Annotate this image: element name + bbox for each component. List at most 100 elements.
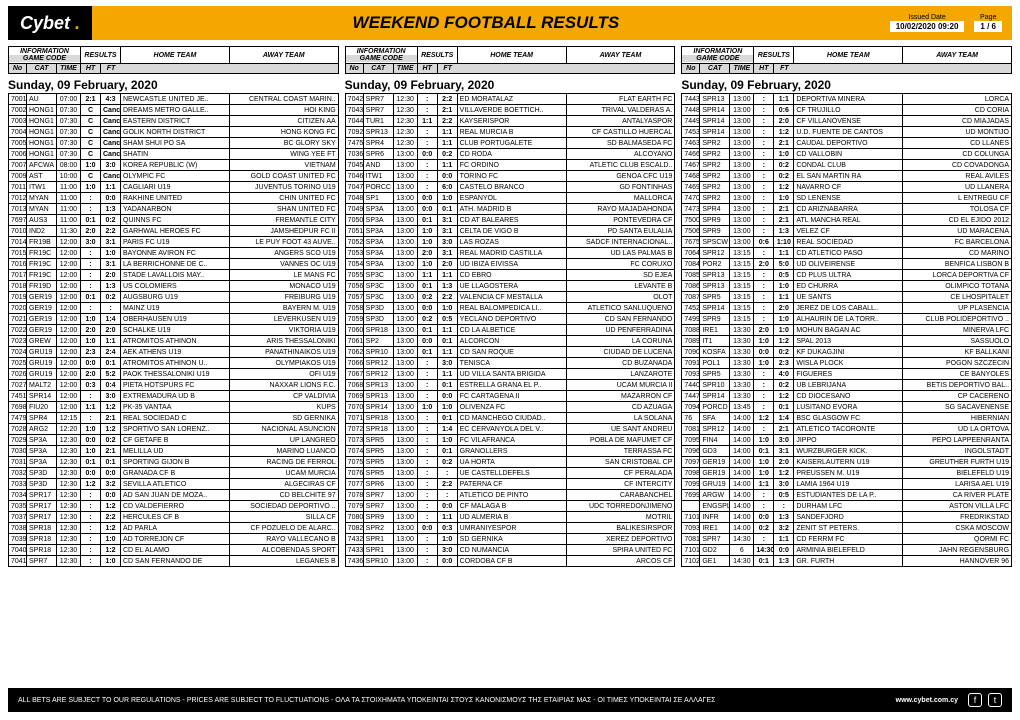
table-row: 7087SPR513:15:1:1UE SANTSCE LHOSPITALET — [682, 292, 1012, 303]
ch-info-lbl: INFORMATION — [682, 48, 753, 55]
table-row: 7093IRE114:000:23:2ZENIT ST PETERS.CSKA … — [682, 523, 1012, 534]
cell-ht: : — [81, 281, 101, 292]
table-row: 7025GRU1912:000:00:1ATROMITOS ATHINON U.… — [9, 358, 339, 369]
cell-home: SPORTING GIJON B — [121, 457, 230, 468]
cell-time: 13:00 — [730, 138, 754, 149]
cell-ht: C — [81, 105, 101, 116]
cell-time: 13:00 — [730, 193, 754, 204]
cell-no: 7084 — [682, 259, 700, 270]
cell-ht: 0:1 — [417, 325, 437, 336]
cell-ft: 0:1 — [774, 402, 794, 413]
cell-away: UD MONTIJO — [903, 127, 1012, 138]
cell-time: 13:00 — [393, 237, 417, 248]
cell-time: 13:15 — [730, 314, 754, 325]
cell-home: GRANADA CF B — [121, 468, 230, 479]
cell-cat: ITW1 — [27, 182, 57, 193]
cell-home: MAINZ U19 — [121, 303, 230, 314]
cell-cat: IT1 — [700, 336, 730, 347]
cell-time: 14:00 — [730, 457, 754, 468]
table-row: 7023GREW12:001:01:1ATROMITOS ATHINONARIS… — [9, 336, 339, 347]
cell-away: SD EJEA — [566, 270, 675, 281]
cell-cat: SP3A — [27, 457, 57, 468]
cell-ft: 1:0 — [774, 193, 794, 204]
cell-ft: 2:2 — [101, 226, 121, 237]
cell-ht: C — [81, 171, 101, 182]
cell-time: 13:00 — [393, 457, 417, 468]
cell-no: 7698 — [9, 402, 27, 413]
cell-time: 12:00 — [57, 380, 81, 391]
cell-ft: 0:1 — [101, 358, 121, 369]
cell-no: 7014 — [9, 237, 27, 248]
cell-ht: 0:0 — [417, 523, 437, 534]
cell-cat: SP3D — [363, 303, 393, 314]
results-table-3: 7443SPR1313:00:1:1DEPORTIVA MINERALORCA7… — [681, 93, 1012, 567]
cell-home: CD FERRM FC — [794, 534, 903, 545]
cell-away: OLYMPIAKOS U19 — [229, 358, 338, 369]
cell-home: AD PARLA — [121, 523, 230, 534]
cell-time: 12:00 — [57, 347, 81, 358]
cell-ht: 0:1 — [81, 457, 101, 468]
cell-no: 7037 — [9, 512, 27, 523]
cell-home: ED CHURRA — [794, 281, 903, 292]
table-row: 7097GER1914:001:02:0KAISERLAUTERN U19GRE… — [682, 457, 1012, 468]
cell-time: 12:00 — [57, 336, 81, 347]
cell-cat: SPR4 — [27, 413, 57, 424]
cell-no: 7094 — [682, 402, 700, 413]
cell-time: 13:00 — [730, 116, 754, 127]
cell-no: 7053 — [345, 248, 363, 259]
cell-cat: SPR2 — [700, 193, 730, 204]
cell-home: AD SAN JUAN DE MOZA.. — [121, 490, 230, 501]
cell-no: 7016 — [9, 259, 27, 270]
cell-no: 7452 — [682, 303, 700, 314]
cell-ht: C — [81, 138, 101, 149]
cell-home: RAKHINE UNITED — [121, 193, 230, 204]
cell-no: 7052 — [345, 237, 363, 248]
cell-ht: : — [417, 94, 437, 105]
cell-ft: 1:1 — [437, 127, 457, 138]
cell-time: 10:00 — [57, 171, 81, 182]
cell-cat: SP3A — [363, 259, 393, 270]
cell-home: ARMINIA BIELEFELD — [794, 545, 903, 556]
cell-ft: 1:0 — [437, 435, 457, 446]
cell-away: FC BARCELONA — [903, 237, 1012, 248]
cell-no: 7001 — [9, 94, 27, 105]
cell-no: 7448 — [682, 105, 700, 116]
cell-ht: : — [754, 204, 774, 215]
facebook-icon[interactable]: f — [968, 693, 982, 707]
cell-no: 7012 — [9, 193, 27, 204]
cell-ft: 3:1 — [101, 237, 121, 248]
cell-no: 7463 — [682, 138, 700, 149]
cell-time: 13:00 — [393, 391, 417, 402]
cell-ht: C — [81, 116, 101, 127]
twitter-icon[interactable]: t — [988, 693, 1002, 707]
cell-time: 13:00 — [393, 347, 417, 358]
cell-ft: 1:3 — [774, 512, 794, 523]
cell-home: REAL SOCIEDAD C — [121, 413, 230, 424]
cell-ft: 4:3 — [101, 94, 121, 105]
cell-ft: 2:2 — [437, 292, 457, 303]
cell-ht: 2:0 — [81, 369, 101, 380]
cell-no: 7003 — [9, 116, 27, 127]
cell-home: CF GETAFE B — [121, 435, 230, 446]
cell-ht: 0:1 — [81, 292, 101, 303]
table-row: 7054SP3A13:001:02:0UD IBIZA EIVISSAFC CO… — [345, 259, 675, 270]
cell-home: CD NUMANCIA — [457, 545, 566, 556]
table-row: 7021GER1912:001:01:4OBERHAUSEN U19LEVERK… — [9, 314, 339, 325]
cell-home: MOHUN BAGAN AC — [794, 325, 903, 336]
cell-no: 7451 — [9, 391, 27, 402]
cell-ht: : — [81, 204, 101, 215]
cell-cat: SPR18 — [363, 325, 393, 336]
table-row: 7012MYAN11:00:0:0RAKHINE UNITEDCHIN UNIT… — [9, 193, 339, 204]
cell-time: 13:00 — [393, 490, 417, 501]
cell-no: 7467 — [682, 160, 700, 171]
cell-time: 07:30 — [57, 138, 81, 149]
cell-time: 13:15 — [730, 259, 754, 270]
cell-cat: AUS3 — [27, 215, 57, 226]
cell-time: 14:30 — [730, 556, 754, 567]
cell-home: VELEZ CF — [794, 226, 903, 237]
cell-home: STADE LAVALLOIS MAY.. — [121, 270, 230, 281]
cell-cat: ENGSPL — [700, 501, 730, 512]
cell-home: LAMIA 1964 U19 — [794, 479, 903, 490]
cell-away: SADCF INTERNACIONAL.. — [566, 237, 675, 248]
ch-time: TIME — [57, 64, 81, 73]
